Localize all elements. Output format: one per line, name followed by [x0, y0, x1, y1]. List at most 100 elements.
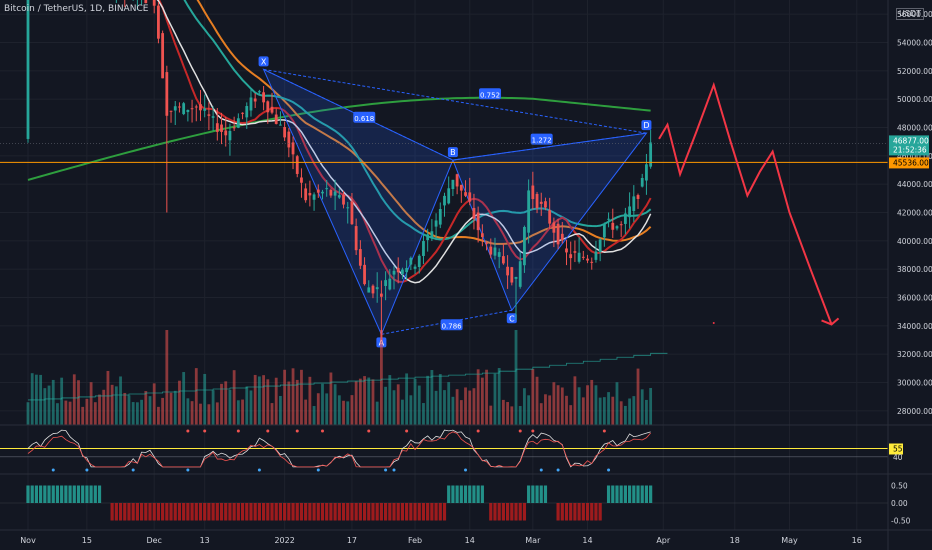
candle-body: [249, 97, 253, 111]
volume-bar: [598, 397, 602, 425]
level-price-value: 45536.00: [893, 158, 929, 167]
candle-body: [586, 258, 589, 261]
histogram-bar: [438, 503, 442, 521]
histogram-bar: [350, 503, 354, 521]
volume-bar: [60, 377, 64, 425]
histogram-bar: [649, 485, 653, 503]
volume-bar: [590, 379, 594, 425]
volume-bar: [262, 375, 265, 425]
histogram-bar: [564, 503, 569, 521]
candle-body: [472, 207, 476, 219]
histogram-bar: [228, 503, 232, 521]
volume-bar: [253, 374, 257, 425]
histogram-bar: [219, 503, 224, 521]
volume-bar: [186, 398, 190, 425]
candle-body: [190, 108, 194, 110]
histogram-bar: [585, 503, 590, 521]
candle-body: [199, 104, 202, 111]
volume-bar: [577, 387, 581, 425]
volume-bar: [215, 402, 219, 425]
candles: [26, 0, 653, 340]
oscillator-line-white: [27, 429, 651, 468]
candle-body: [367, 287, 371, 293]
candle-body: [169, 110, 173, 112]
candle-body: [619, 224, 623, 226]
last-price-tag: [889, 135, 929, 156]
candle-body: [325, 188, 329, 190]
histogram-bar: [619, 485, 623, 503]
candle-body: [447, 188, 451, 204]
histogram-bar: [215, 503, 219, 521]
volume-bar: [497, 368, 501, 425]
candle-body: [337, 195, 341, 198]
volume-bar: [476, 369, 480, 425]
volume-bar: [51, 379, 55, 425]
price-tick-label: 50000.00: [897, 95, 932, 104]
candle-body: [422, 241, 425, 256]
histogram-bar: [539, 485, 543, 503]
histogram-bar: [590, 503, 594, 521]
candle-body: [291, 142, 295, 155]
volume-bar: [611, 396, 615, 425]
pattern-point-badge: [506, 313, 517, 324]
histogram-bar: [556, 503, 560, 521]
volume-bar: [232, 370, 236, 425]
candle-body: [581, 256, 585, 258]
histogram-bar: [299, 503, 304, 521]
oscillator-dot-blue: [384, 468, 388, 472]
histogram-bar: [152, 503, 156, 521]
histogram-bar: [611, 485, 615, 503]
time-tick-label: Nov: [20, 536, 36, 545]
oscillator-dot-blue: [131, 468, 135, 472]
volume-bar: [581, 397, 585, 425]
volume-bar: [409, 395, 413, 425]
histogram-bar: [325, 503, 329, 521]
volume-bar: [123, 392, 127, 425]
candle-body: [636, 195, 640, 199]
histogram-bar: [165, 503, 169, 521]
volume-bar: [68, 401, 72, 425]
histogram-bar: [333, 503, 337, 521]
volume-bar: [114, 386, 118, 425]
histogram-bar: [72, 485, 76, 503]
volume-bar: [413, 378, 417, 425]
candle-body: [215, 123, 219, 132]
histogram-bar: [337, 503, 341, 521]
histogram-bar: [127, 503, 131, 521]
histogram-bar: [320, 503, 325, 521]
oscillator-dot-blue: [464, 468, 468, 472]
histogram-bar: [400, 503, 405, 521]
candle-body: [371, 285, 375, 294]
volume-bar: [539, 403, 543, 425]
histogram-bar: [198, 503, 203, 521]
histogram-bar: [426, 503, 430, 521]
oscillator-dot-blue: [51, 468, 55, 472]
candle-body: [283, 127, 287, 138]
volume-bar: [224, 381, 228, 425]
candle-body: [552, 222, 556, 233]
price-tick-label: 42000.00: [897, 209, 932, 218]
pattern-point-badge: [641, 120, 652, 131]
volume-bar: [615, 382, 619, 425]
volume-bar: [287, 381, 291, 425]
histogram-bar: [375, 503, 379, 521]
histogram-bar: [388, 503, 392, 521]
candle-body: [224, 130, 228, 136]
candle-body: [396, 267, 400, 273]
pattern-point-B: B: [447, 147, 458, 158]
histogram-bar: [207, 503, 211, 521]
candle-body: [186, 109, 190, 113]
histogram-bar: [304, 503, 308, 521]
volume-bar: [220, 383, 223, 425]
currency-label: USDT: [896, 8, 924, 20]
histogram-bar: [543, 485, 548, 503]
volume-bar: [384, 386, 387, 425]
volume-bar: [148, 396, 152, 425]
price-axis: 28000.00 30000.00 32000.00 34000.00 36000.00…: [887, 0, 932, 550]
time-tick-label: Apr: [656, 536, 671, 545]
candle-body: [531, 185, 535, 200]
volume-bar: [636, 368, 640, 425]
volume-bar: [535, 376, 539, 425]
